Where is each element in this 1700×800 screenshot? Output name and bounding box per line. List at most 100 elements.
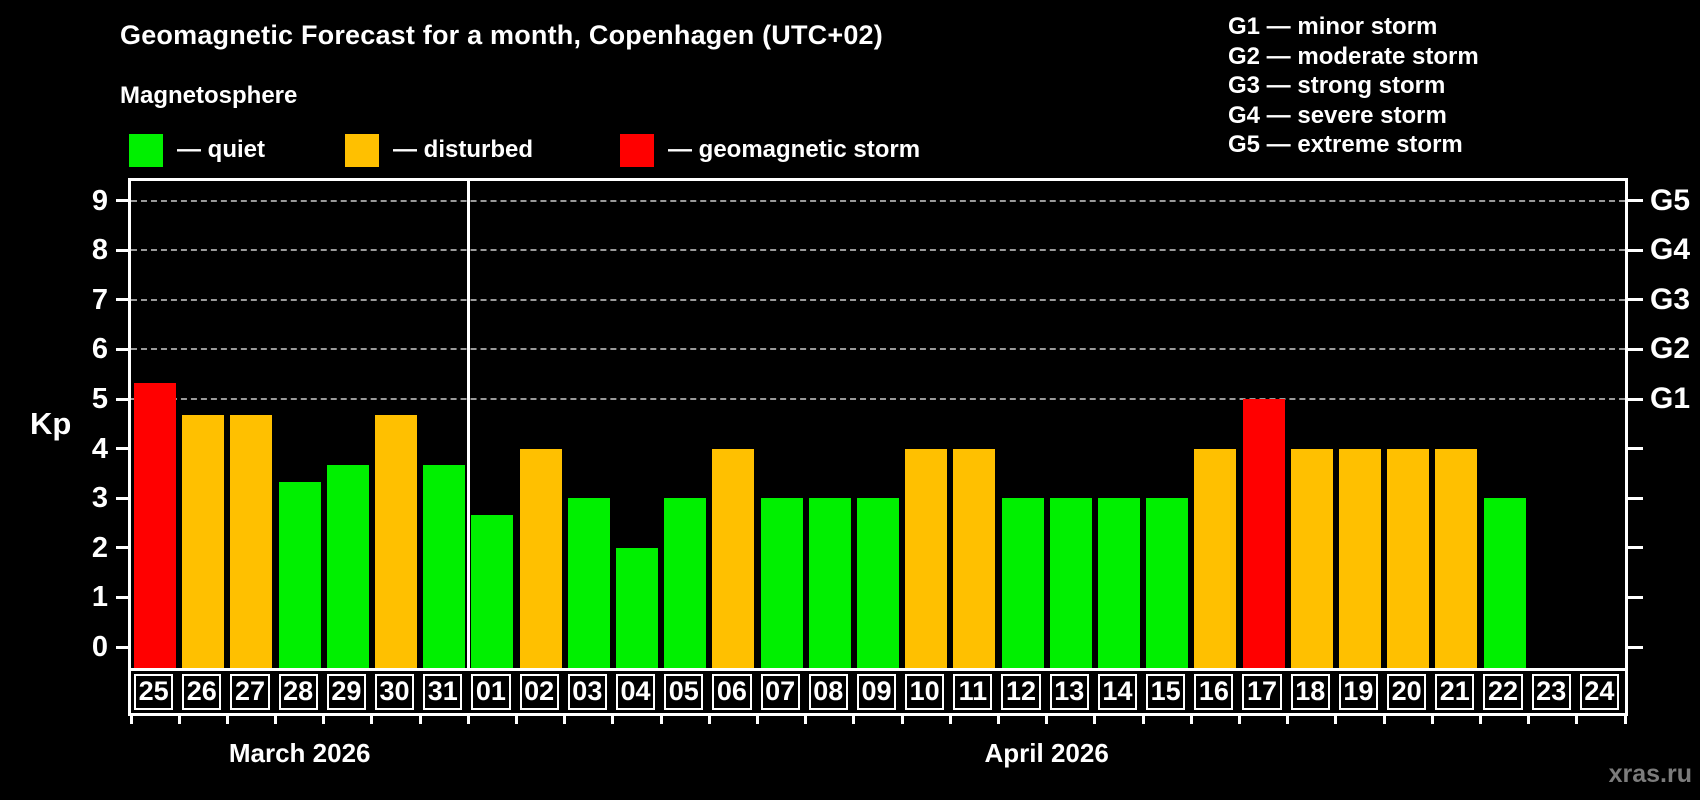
kp-tick-label: 8 xyxy=(91,234,108,267)
kp-bar xyxy=(1194,448,1237,668)
day-label: 15 xyxy=(1146,674,1186,710)
day-boundary-tick xyxy=(611,716,615,724)
day-label: 31 xyxy=(423,674,463,710)
kp-bar xyxy=(326,464,369,668)
kp-bar xyxy=(953,448,996,668)
kp-bar xyxy=(230,415,273,668)
kp-tick-label: 1 xyxy=(91,581,108,614)
storm-scale-legend: G1 — minor storm G2 — moderate storm G3 — … xyxy=(1228,12,1479,160)
g-scale-label: G2 xyxy=(1650,332,1691,366)
day-label: 27 xyxy=(230,674,270,710)
kp-bar xyxy=(1290,448,1333,668)
month-separator-line xyxy=(466,181,470,668)
day-label: 11 xyxy=(953,674,993,710)
kp-bar xyxy=(1242,399,1285,668)
day-label: 26 xyxy=(182,674,222,710)
kp-bar xyxy=(712,448,755,668)
month-label: March 2026 xyxy=(228,738,371,768)
day-boundary-tick xyxy=(1478,716,1482,724)
day-label: 30 xyxy=(374,674,415,710)
kp-bar xyxy=(278,481,321,668)
g-scale-label: G5 xyxy=(1650,183,1691,217)
gridline xyxy=(131,249,1625,252)
kp-bar xyxy=(375,415,418,668)
kp-bar xyxy=(905,448,948,668)
kp-bar xyxy=(808,498,851,668)
kp-bar xyxy=(857,498,899,668)
kp-bar xyxy=(616,547,659,668)
kp-bar xyxy=(471,514,514,668)
day-boundary-tick xyxy=(177,716,181,724)
y-axis-title: Kp xyxy=(30,406,72,441)
day-boundary-tick xyxy=(1575,716,1579,724)
kp-tick-label: 7 xyxy=(91,283,108,316)
day-boundary-tick xyxy=(1045,716,1049,724)
y-axis-tick-left xyxy=(116,397,131,401)
kp-tick-label: 5 xyxy=(91,383,108,415)
day-label: 05 xyxy=(664,674,704,710)
kp-tick-label: 9 xyxy=(91,184,108,217)
legend-label: — disturbed xyxy=(393,136,534,163)
day-boundary-tick xyxy=(1189,716,1193,724)
y-axis-tick-right xyxy=(1628,595,1643,599)
day-label: 16 xyxy=(1194,674,1234,710)
y-axis-tick-right xyxy=(1628,645,1643,649)
day-label: 13 xyxy=(1049,674,1089,710)
y-axis-tick-right xyxy=(1628,496,1643,500)
y-axis-tick-right xyxy=(1628,397,1643,401)
page-title: Geomagnetic Forecast for a month, Copenh… xyxy=(120,20,883,50)
day-boundary-tick xyxy=(1382,716,1386,724)
day-boundary-tick xyxy=(225,716,229,724)
day-boundary-tick xyxy=(900,716,904,724)
kp-bar xyxy=(134,382,177,668)
day-label: 12 xyxy=(1001,674,1041,710)
day-boundary-tick xyxy=(418,716,422,724)
day-label: 01 xyxy=(471,674,511,710)
kp-bar xyxy=(1483,498,1526,668)
day-boundary-tick xyxy=(1527,716,1531,724)
kp-bar xyxy=(1001,498,1044,668)
kp-bar xyxy=(760,498,803,668)
day-label: 18 xyxy=(1290,674,1330,710)
y-axis-tick-left xyxy=(116,645,131,649)
y-axis-tick-right xyxy=(1628,347,1643,351)
g-scale-label: G1 xyxy=(1650,382,1691,415)
storm-scale-item: G3 — strong storm xyxy=(1228,72,1446,99)
g-scale-label: G3 xyxy=(1650,282,1691,316)
day-boundary-tick xyxy=(804,716,808,724)
day-label: 20 xyxy=(1387,674,1427,710)
kp-bar xyxy=(1435,448,1478,668)
day-boundary-tick xyxy=(948,716,952,724)
legend-label: — quiet xyxy=(177,136,265,163)
y-axis-tick-left xyxy=(116,298,131,302)
kp-tick-label: 6 xyxy=(91,333,108,366)
legend-swatch-quiet xyxy=(129,133,163,167)
day-boundary-tick xyxy=(274,716,278,724)
day-boundary-tick xyxy=(1623,716,1627,724)
day-label: 17 xyxy=(1242,674,1282,710)
kp-bar xyxy=(182,415,225,668)
storm-scale-item: G1 — minor storm xyxy=(1228,13,1438,40)
gridline xyxy=(131,348,1625,351)
gridline xyxy=(131,398,1625,400)
y-axis-tick-right xyxy=(1628,199,1643,203)
day-label: 28 xyxy=(278,674,318,710)
day-boundary-tick xyxy=(996,716,1000,724)
kp-bar xyxy=(423,464,466,668)
day-label: 07 xyxy=(760,674,800,710)
day-label: 04 xyxy=(615,674,656,710)
kp-bar xyxy=(1146,498,1189,668)
day-label: 24 xyxy=(1579,674,1619,710)
y-axis-tick-left xyxy=(116,595,131,599)
day-label: 06 xyxy=(712,674,752,710)
day-label: 21 xyxy=(1435,674,1475,710)
gridline xyxy=(131,199,1625,202)
legend-swatch-storm xyxy=(620,133,654,167)
y-axis-tick-left xyxy=(116,199,131,203)
day-boundary-tick xyxy=(466,716,470,724)
storm-scale-item: G2 — moderate storm xyxy=(1228,42,1479,70)
day-boundary-tick xyxy=(1093,716,1097,724)
day-label: 29 xyxy=(326,674,366,710)
y-axis-tick-left xyxy=(116,496,131,500)
day-label: 23 xyxy=(1531,674,1571,710)
